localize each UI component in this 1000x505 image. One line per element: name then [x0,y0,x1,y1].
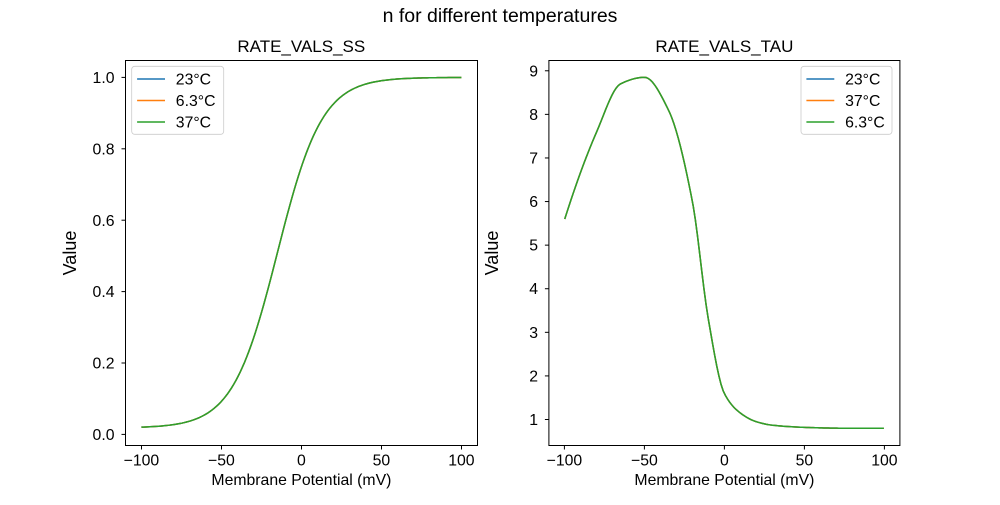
svg-text:0.6: 0.6 [93,213,115,230]
svg-text:6.3°C: 6.3°C [845,115,885,132]
svg-text:23°C: 23°C [845,72,880,89]
svg-text:2: 2 [529,368,538,385]
svg-text:8: 8 [529,107,538,124]
svg-text:0.4: 0.4 [93,284,115,301]
svg-text:9: 9 [529,63,538,80]
svg-text:0.0: 0.0 [93,427,115,444]
svg-text:6: 6 [529,194,538,211]
svg-text:0.2: 0.2 [93,356,115,373]
svg-text:37°C: 37°C [176,115,211,132]
svg-text:1.0: 1.0 [93,70,115,87]
svg-text:−100: −100 [124,453,160,470]
svg-text:−50: −50 [631,453,658,470]
svg-text:RATE_VALS_SS: RATE_VALS_SS [237,37,365,56]
svg-text:−100: −100 [547,453,583,470]
svg-text:100: 100 [871,453,898,470]
svg-text:6.3°C: 6.3°C [176,93,216,110]
svg-text:0: 0 [720,453,729,470]
svg-text:3: 3 [529,325,538,342]
svg-text:4: 4 [529,281,538,298]
svg-text:1: 1 [529,412,538,429]
svg-text:50: 50 [373,453,391,470]
svg-text:RATE_VALS_TAU: RATE_VALS_TAU [655,37,793,56]
svg-text:Value: Value [482,231,502,276]
svg-text:0: 0 [297,453,306,470]
svg-text:Value: Value [60,231,80,276]
svg-text:Membrane Potential (mV): Membrane Potential (mV) [634,472,814,489]
svg-text:0.8: 0.8 [93,141,115,158]
svg-text:5: 5 [529,238,538,255]
svg-text:Membrane Potential (mV): Membrane Potential (mV) [211,472,391,489]
svg-text:7: 7 [529,150,538,167]
svg-text:37°C: 37°C [845,93,880,110]
svg-text:−50: −50 [208,453,235,470]
svg-text:n for different temperatures: n for different temperatures [383,5,618,27]
svg-text:50: 50 [796,453,814,470]
svg-text:100: 100 [448,453,475,470]
svg-text:23°C: 23°C [176,72,211,89]
